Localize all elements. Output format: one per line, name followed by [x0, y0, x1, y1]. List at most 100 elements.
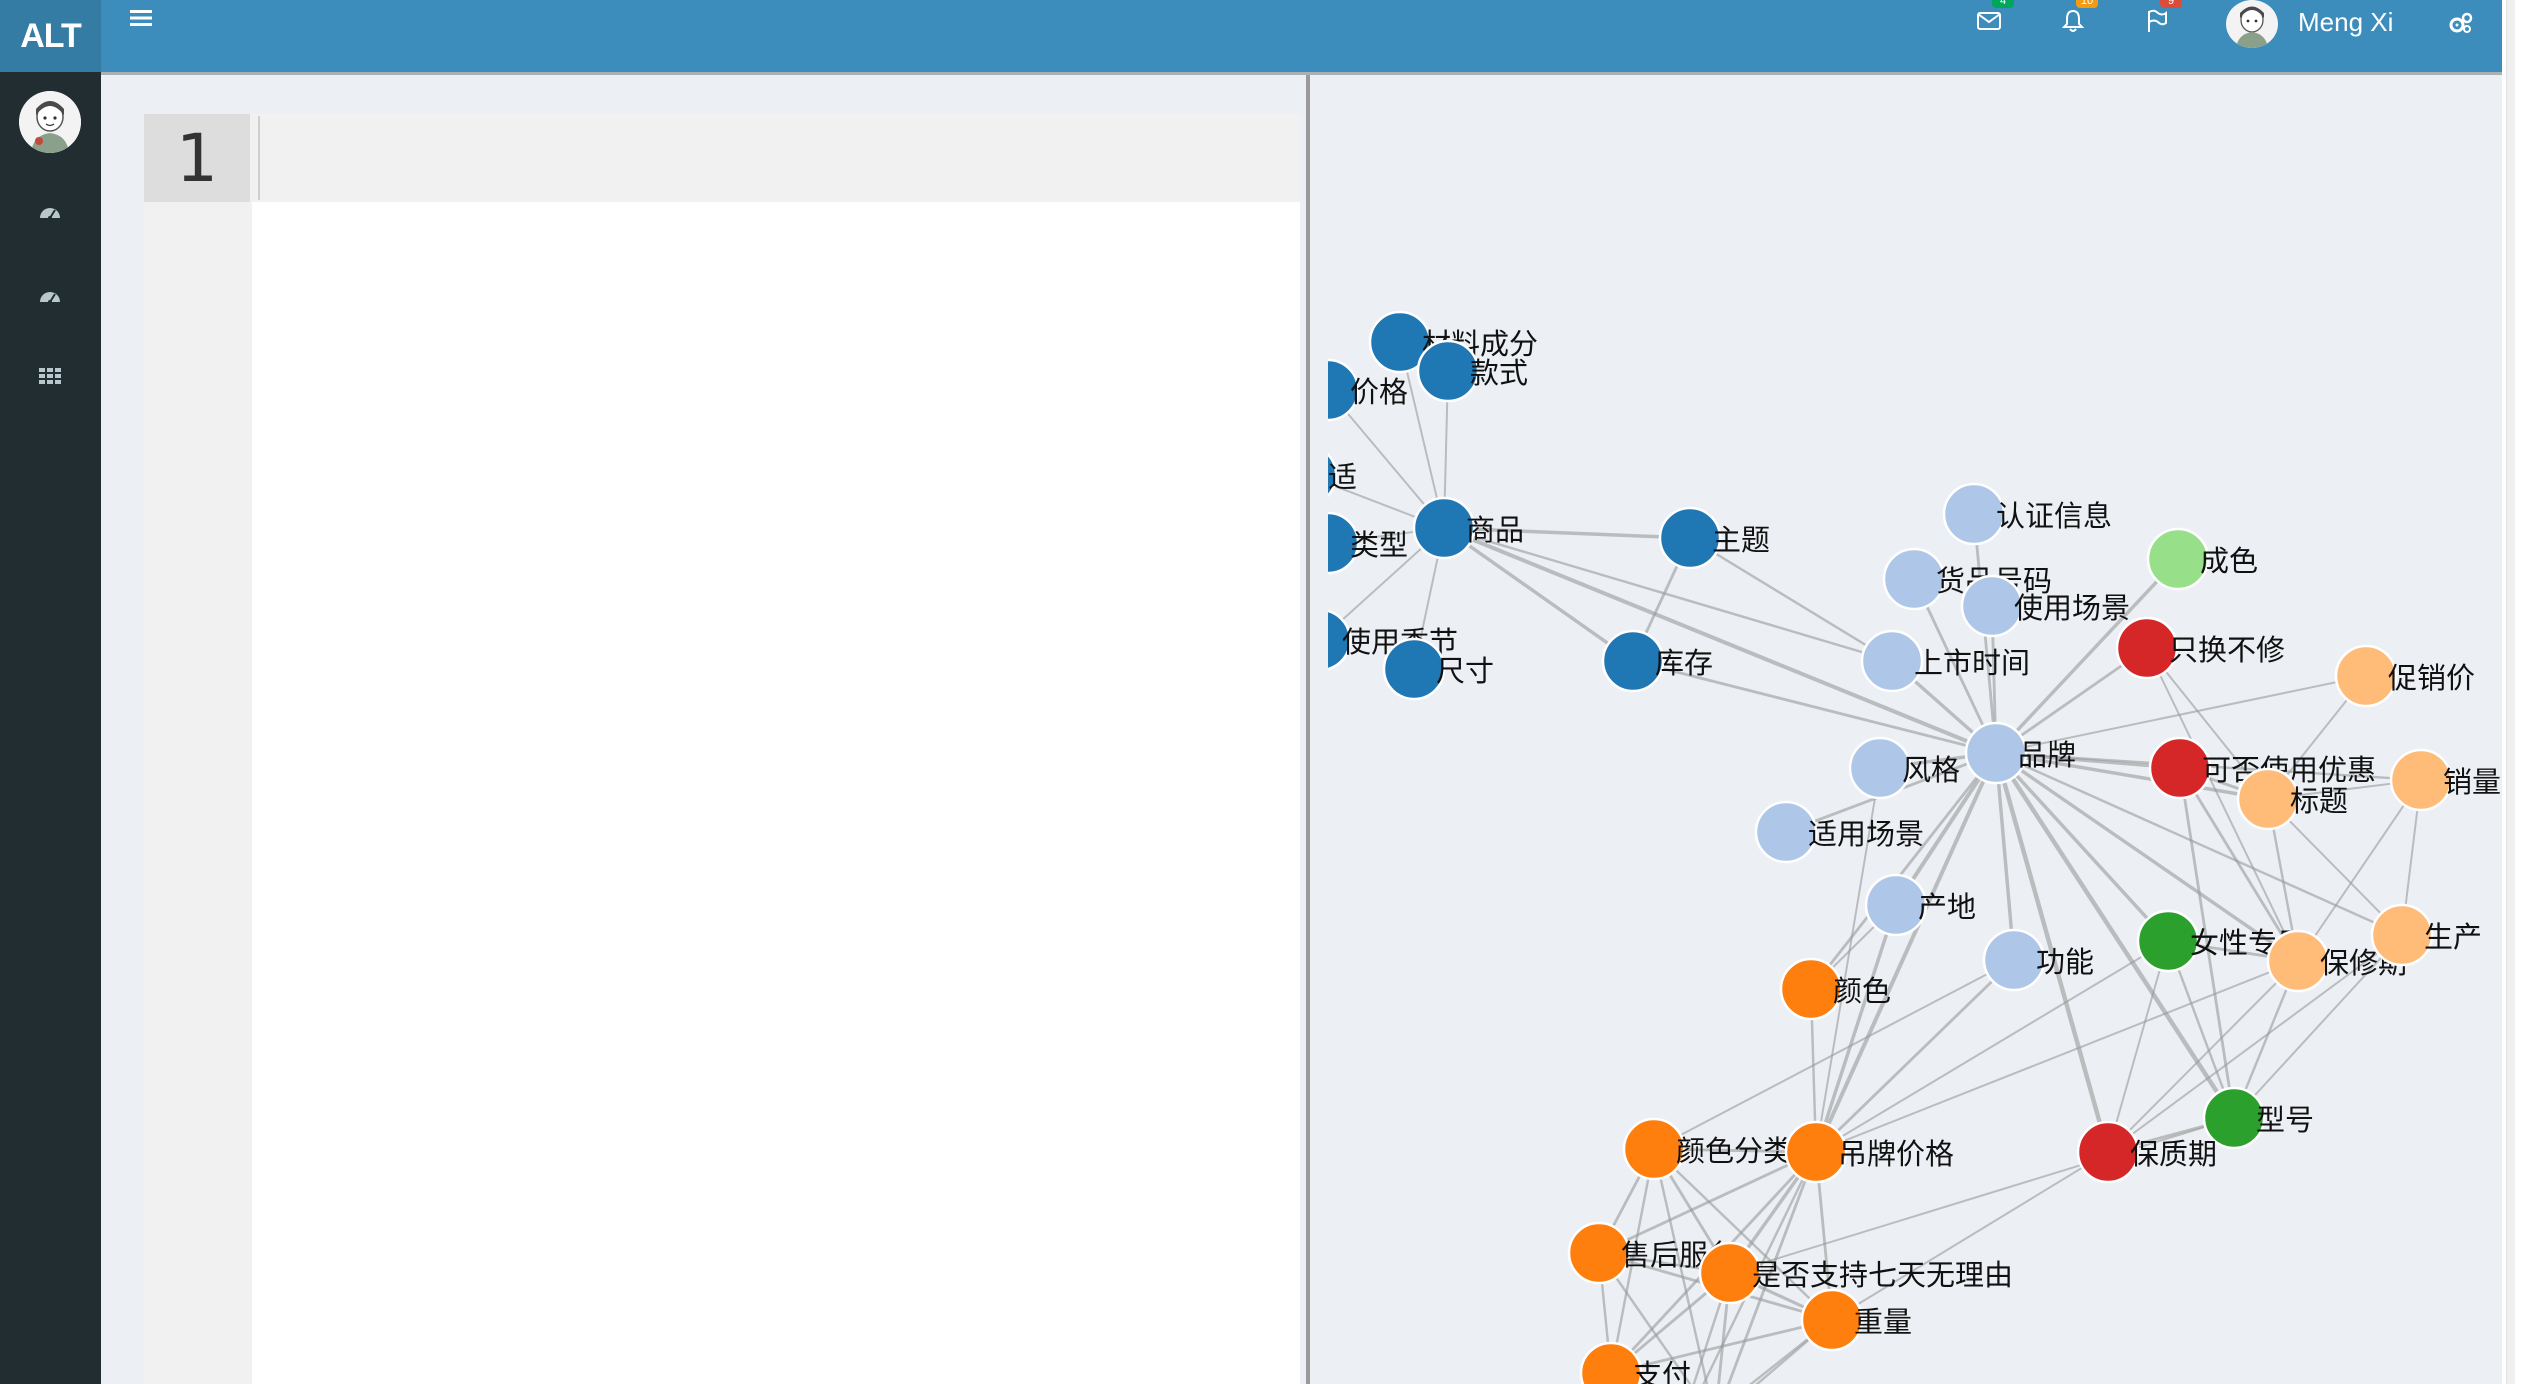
graph-node-circle[interactable]: [1601, 629, 1665, 693]
graph-node-circle[interactable]: [1848, 736, 1912, 800]
graph-node-circle[interactable]: [1368, 310, 1432, 374]
graph-node-circle[interactable]: [2236, 767, 2300, 831]
graph-edge: [1912, 578, 1998, 754]
graph-node[interactable]: 款式: [1416, 339, 1528, 403]
graph-node-label: 价格: [1350, 375, 1408, 409]
graph-node-label: 销量: [2443, 765, 2501, 799]
graph-node-circle[interactable]: [1416, 339, 1480, 403]
graph-node[interactable]: 价格: [1328, 358, 1408, 422]
graph-node[interactable]: 支付: [1579, 1341, 1691, 1384]
graph-node[interactable]: 认证信息: [1942, 482, 2112, 546]
graph-node-circle[interactable]: [2076, 1120, 2140, 1184]
graph-node[interactable]: 保质期: [2076, 1120, 2217, 1184]
graph-node-circle[interactable]: [2146, 527, 2210, 591]
graph-node[interactable]: 风格: [1848, 736, 1960, 800]
graph-node-circle[interactable]: [2148, 736, 2212, 800]
graph-node-circle[interactable]: [2115, 616, 2179, 680]
graph-node[interactable]: 适: [1328, 445, 1357, 505]
app-logo[interactable]: ALT: [0, 0, 101, 72]
force-graph[interactable]: 价格材料成分款式适类型商品主题使用季节尺寸库存认证信息货品号码使用场景上市时间成…: [1328, 75, 2502, 1384]
graph-node-circle[interactable]: [1698, 1241, 1762, 1305]
graph-node-circle[interactable]: [1860, 629, 1924, 693]
graph-node[interactable]: 促销价: [2334, 644, 2475, 708]
graph-node-circle[interactable]: [2266, 929, 2330, 993]
graph-node-label: 颜色: [1833, 974, 1891, 1008]
graph-node-circle[interactable]: [2136, 909, 2200, 973]
graph-node-label: 支付: [1633, 1358, 1691, 1384]
graph-node-circle[interactable]: [1412, 496, 1476, 560]
pane-resize-handle[interactable]: [1306, 72, 1310, 1384]
graph-node-circle[interactable]: [1960, 574, 2024, 638]
graph-node[interactable]: 主题: [1658, 506, 1770, 570]
graph-node-label: 上市时间: [1914, 646, 2030, 680]
graph-node-circle[interactable]: [1328, 609, 1352, 671]
graph-node-circle[interactable]: [2202, 1086, 2266, 1150]
graph-node[interactable]: 品牌: [1964, 721, 2076, 785]
graph-node-label: 只换不修: [2169, 633, 2285, 667]
graph-edge: [1610, 1318, 1833, 1375]
graph-edge: [1815, 960, 2299, 1153]
tasks-button[interactable]: 9: [2140, 0, 2182, 38]
graph-node[interactable]: 颜色分类: [1622, 1117, 1792, 1181]
messages-button[interactable]: 4: [1972, 0, 2014, 38]
graph-node-circle[interactable]: [2334, 644, 2398, 708]
user-name[interactable]: Meng Xi: [2298, 7, 2394, 37]
graph-node[interactable]: 成色: [2146, 527, 2258, 591]
graph-node-circle[interactable]: [1754, 800, 1818, 864]
graph-node-label: 促销价: [2388, 661, 2475, 695]
graph-node[interactable]: 上市时间: [1860, 629, 2030, 693]
graph-node[interactable]: 产地: [1864, 873, 1976, 937]
graph-node-circle[interactable]: [1882, 547, 1946, 611]
graph-node[interactable]: 类型: [1328, 511, 1408, 575]
page-scrollbar-track[interactable]: [2506, 0, 2515, 1384]
graph-node[interactable]: 是否支持七天无理由: [1698, 1241, 2013, 1305]
graph-node-circle[interactable]: [1567, 1221, 1631, 1285]
graph-edge: [1653, 959, 2015, 1150]
page-scrollbar[interactable]: [2502, 0, 2534, 1384]
graph-edge: [2178, 767, 2236, 1119]
graph-node-circle[interactable]: [1658, 506, 1722, 570]
notifications-button[interactable]: 10: [2056, 0, 2098, 38]
graph-node[interactable]: 吊牌价格: [1784, 1120, 1954, 1184]
user-avatar[interactable]: [2226, 0, 2278, 48]
graph-node-label: 适: [1328, 460, 1357, 494]
graph-node-circle[interactable]: [1864, 873, 1928, 937]
graph-node-circle[interactable]: [1622, 1117, 1686, 1181]
graph-node[interactable]: 尺寸: [1382, 637, 1494, 701]
graph-node-label: 是否支持七天无理由: [1752, 1258, 2013, 1292]
graph-node-circle[interactable]: [1982, 928, 2046, 992]
graph-node[interactable]: 重量: [1800, 1288, 1912, 1352]
graph-node[interactable]: 商品: [1412, 496, 1524, 560]
graph-node-circle[interactable]: [1784, 1120, 1848, 1184]
code-editor[interactable]: [144, 114, 1300, 1384]
graph-node-circle[interactable]: [1382, 637, 1446, 701]
graph-node-circle[interactable]: [2370, 903, 2434, 967]
graph-node-circle[interactable]: [1579, 1341, 1643, 1384]
settings-button[interactable]: [2444, 6, 2478, 40]
graph-node[interactable]: 适用场景: [1754, 800, 1924, 864]
graph-edge: [1995, 751, 2403, 937]
sidebar-item-dashboard-2[interactable]: [32, 280, 68, 312]
graph-node-circle[interactable]: [2389, 748, 2453, 812]
graph-node[interactable]: 功能: [1982, 928, 2094, 992]
graph-node[interactable]: 只换不修: [2115, 616, 2285, 680]
graph-node-circle[interactable]: [1328, 358, 1360, 422]
graph-node[interactable]: 标题: [2236, 767, 2348, 831]
graph-edge: [1727, 1151, 1818, 1384]
graph-node[interactable]: 使用场景: [1960, 574, 2130, 638]
graph-pane[interactable]: 价格材料成分款式适类型商品主题使用季节尺寸库存认证信息货品号码使用场景上市时间成…: [1328, 75, 2502, 1384]
graph-node[interactable]: 颜色: [1779, 957, 1891, 1021]
graph-node[interactable]: 销量: [2389, 748, 2501, 812]
graph-node-circle[interactable]: [1328, 445, 1338, 505]
graph-node-circle[interactable]: [1779, 957, 1843, 1021]
sidebar-toggle-button[interactable]: [128, 6, 154, 30]
sidebar-item-apps[interactable]: [32, 360, 68, 392]
graph-node-circle[interactable]: [1328, 511, 1360, 575]
graph-node[interactable]: 库存: [1601, 629, 1713, 693]
graph-node-circle[interactable]: [1942, 482, 2006, 546]
sidebar-item-dashboard[interactable]: [32, 196, 68, 228]
graph-node[interactable]: 生产: [2370, 903, 2482, 967]
graph-node[interactable]: 型号: [2202, 1086, 2314, 1150]
graph-node-circle[interactable]: [1964, 721, 2028, 785]
graph-node-circle[interactable]: [1800, 1288, 1864, 1352]
